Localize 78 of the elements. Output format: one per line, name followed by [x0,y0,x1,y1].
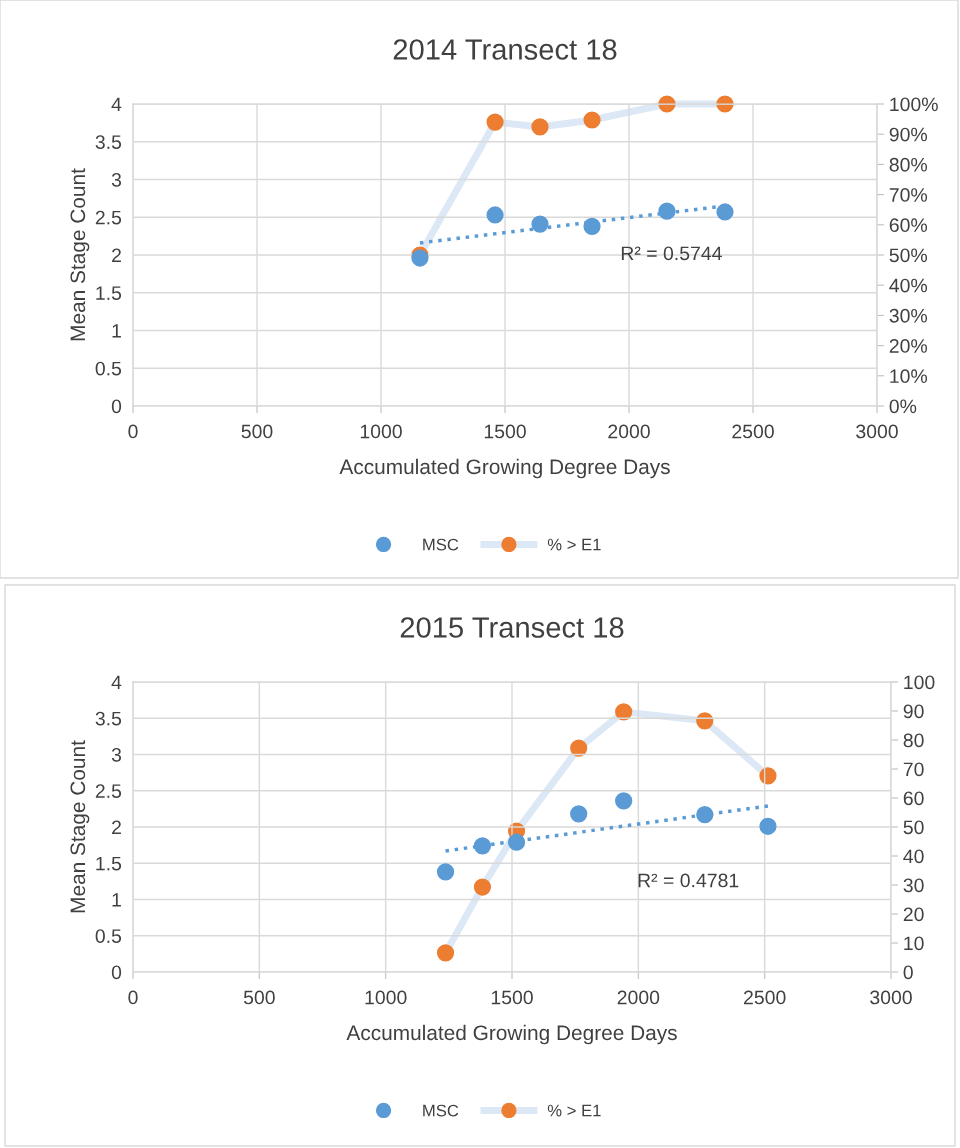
y-tick-label: 4 [111,675,122,690]
y2-tick-label: 0% [889,399,917,414]
y-axis-title: Mean Stage Count [70,168,90,341]
y-tick-label: 3.5 [95,711,122,726]
x-tick-label: 500 [241,424,273,439]
y-tick-label: 0.5 [95,361,122,376]
point [759,817,777,835]
y-tick-label: 0.5 [95,929,122,943]
y-axis-title: Mean Stage Count [70,740,90,913]
annotation: R² = 0.4781 [638,873,739,888]
y2-tick-label: 30 [903,878,924,893]
y-tick-label: 1 [112,324,121,338]
x-axis-title: Accumulated Growing Degree Days [346,1024,677,1045]
point [507,833,526,851]
x-tick-label: 500 [243,990,275,1005]
y2-tick-label: 100 [904,675,935,690]
point [570,805,588,823]
y2-tick-label: 0 [903,965,913,980]
y2-tick-label: 90% [889,127,928,142]
y-tick-label: 3.5 [95,135,122,149]
legend-label: % > E1 [547,538,601,551]
y2-tick-label: 40 [903,849,924,864]
y-tick-label: 3 [111,172,122,187]
x-tick-label: 2000 [617,990,660,1005]
annotation: R² = 0.5744 [621,246,722,261]
y-tick-label: 2 [112,820,121,835]
y-tick-label: 3 [111,747,122,762]
x-tick-label: 2000 [608,424,650,439]
y2-tick-label: 100% [890,97,938,112]
y2-tick-label: 80 [903,733,924,748]
point [716,203,734,221]
legend-label: MSC [423,538,459,551]
point [658,202,676,220]
y2-tick-label: 30% [889,308,928,323]
x-tick-label: 0 [128,424,138,439]
y2-tick-label: 80% [889,157,928,172]
y2-tick-label: 60 [903,791,924,806]
y-tick-label: 4 [111,97,122,112]
y2-tick-label: 50 [903,820,924,835]
y-tick-label: 1.5 [96,856,122,871]
y-tick-label: 0 [111,399,122,414]
point [583,217,601,235]
x-tick-label: 1000 [360,424,402,439]
point [696,806,714,824]
y2-tick-label: 10 [904,936,924,951]
y-tick-label: 2.5 [95,210,122,225]
y-tick-label: 0 [111,965,122,980]
chart-title: 2015 Transect 18 [400,617,624,638]
x-tick-label: 1500 [491,990,533,1005]
point [436,863,455,881]
y2-tick-label: 70 [903,762,924,777]
chart-title: 2014 Transect 18 [393,39,617,60]
y2-tick-label: 70% [889,188,928,202]
point [531,215,549,233]
y2-tick-label: 50% [889,248,928,263]
x-tick-label: 2500 [744,990,786,1005]
y2-tick-label: 40% [889,278,928,293]
legend-label: % > E1 [547,1104,601,1117]
y-tick-label: 2.5 [95,784,122,798]
point [615,792,633,810]
x-tick-label: 3000 [856,424,898,439]
x-tick-label: 0 [128,990,138,1005]
point [473,837,492,855]
y2-tick-label: 20% [889,339,928,353]
x-tick-label: 3000 [870,990,912,1005]
x-tick-label: 1000 [365,990,407,1005]
y-tick-label: 2 [112,248,121,263]
y2-tick-label: 60% [889,218,928,233]
point [486,206,504,224]
legend-label: MSC [423,1104,459,1117]
y-tick-label: 1 [112,893,121,907]
y2-tick-label: 90 [903,704,924,719]
y-tick-label: 1.5 [96,286,122,300]
y2-tick-label: 10% [890,369,928,384]
x-axis-title: Accumulated Growing Degree Days [339,458,670,479]
y2-tick-label: 20 [903,907,924,922]
x-tick-label: 1500 [484,424,526,439]
x-tick-label: 2500 [732,424,774,439]
